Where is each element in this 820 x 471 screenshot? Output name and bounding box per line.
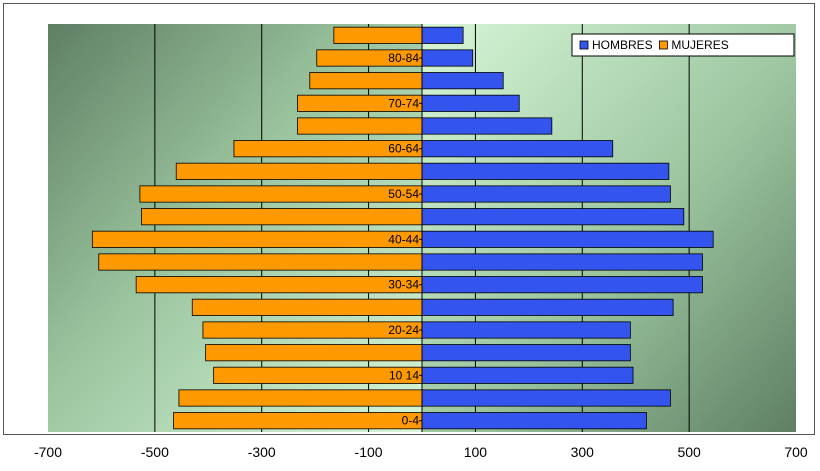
category-labels: 0-4 10 14 20-24 30-34 40-44 50-54 60-64 70-74 80… — [388, 51, 422, 428]
x-tick-label: -300 — [248, 444, 276, 460]
category-label: 30-34 — [388, 278, 419, 292]
x-tick-label: 300 — [571, 444, 595, 460]
category-label: 0-4 — [402, 414, 420, 428]
category-label: 50-54 — [388, 187, 419, 201]
category-label: 20-24 — [388, 323, 419, 337]
bar-mujeres — [333, 26, 423, 44]
bar-mujeres — [98, 253, 423, 271]
bar-hombres — [421, 185, 671, 203]
x-tick-label: -700 — [34, 444, 62, 460]
bar-mujeres — [139, 185, 423, 203]
gridlines — [154, 24, 690, 432]
x-tick-labels: -700 -500 -300 -100 100 300 500 700 — [34, 444, 808, 460]
bar-hombres — [421, 412, 647, 430]
bar-mujeres — [135, 276, 423, 294]
bar-hombres — [421, 208, 685, 226]
x-tick-label: 700 — [784, 444, 808, 460]
bar-hombres — [421, 230, 714, 248]
legend-swatch-mujeres — [659, 40, 668, 50]
category-label: 60-64 — [388, 142, 419, 156]
legend-label-hombres: HOMBRES — [592, 38, 653, 52]
bar-hombres — [421, 344, 631, 362]
plot-area-left — [48, 24, 422, 432]
bar-hombres — [421, 253, 703, 271]
bar-mujeres — [141, 208, 423, 226]
bar-hombres — [421, 298, 674, 316]
bar-hombres — [421, 389, 671, 407]
x-tick-label: 100 — [464, 444, 488, 460]
bar-mujeres — [173, 412, 423, 430]
category-label: 40-44 — [388, 232, 419, 246]
x-tick-label: -100 — [355, 444, 383, 460]
bars-group — [91, 24, 714, 432]
bar-mujeres — [309, 72, 423, 90]
bar-hombres — [421, 366, 634, 384]
bar-hombres — [421, 321, 631, 339]
legend-box — [571, 33, 795, 57]
bar-mujeres — [175, 162, 423, 180]
bar-hombres — [421, 117, 553, 135]
bar-mujeres — [191, 298, 423, 316]
category-label: 10 14 — [389, 368, 419, 382]
bar-mujeres — [178, 389, 423, 407]
legend-swatch-hombres — [579, 40, 589, 50]
bar-hombres — [421, 162, 670, 180]
bar-mujeres — [205, 344, 423, 362]
bar-hombres — [421, 276, 703, 294]
bar-hombres — [421, 26, 464, 44]
bar-mujeres — [91, 230, 423, 248]
bar-hombres — [421, 72, 504, 90]
plot-area-right — [422, 24, 796, 432]
x-tick-label: -500 — [141, 444, 169, 460]
legend-label-mujeres: MUJERES — [671, 38, 728, 52]
legend: HOMBRES MUJERES — [571, 33, 795, 57]
bar-mujeres — [297, 117, 423, 135]
category-label: 80-84 — [388, 51, 419, 65]
bar-hombres — [421, 140, 614, 158]
bar-hombres — [421, 49, 474, 67]
category-label: 70-74 — [388, 96, 419, 110]
bar-hombres — [421, 94, 520, 112]
x-tick-label: 500 — [677, 444, 701, 460]
